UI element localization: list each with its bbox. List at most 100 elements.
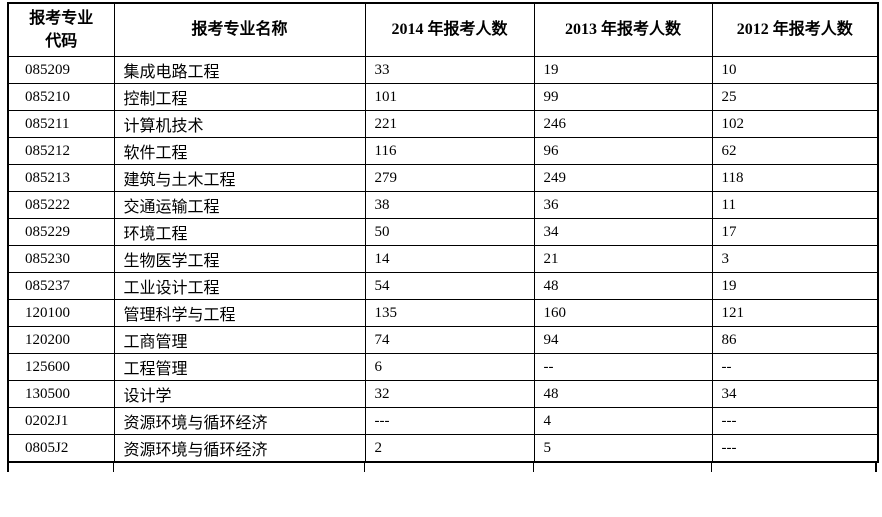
table-row: 085229 环境工程 50 34 17	[7, 218, 879, 246]
applicants-2013-cell: 5	[533, 434, 713, 463]
major-name-cell: 环境工程	[113, 218, 366, 246]
applicants-2012-cell: 17	[711, 218, 879, 246]
applicants-2014-cell: 279	[364, 164, 535, 192]
table-row: 085209 集成电路工程 33 19 10	[7, 56, 879, 84]
major-name-cell: 控制工程	[113, 83, 366, 111]
applicants-2013-cell: 34	[533, 218, 713, 246]
major-code-cell: 085211	[7, 110, 115, 138]
major-code-cell: 0805J2	[7, 434, 115, 463]
table-header: 报考专业 代码 报考专业名称 2014 年报考人数 2013 年报考人数 201…	[7, 2, 879, 57]
applicants-2012-cell: 34	[711, 380, 879, 408]
applicants-2012-cell: 118	[711, 164, 879, 192]
table-row: 0805J2 资源环境与循环经济 2 5 ---	[7, 434, 879, 463]
table-row: 0202J1 资源环境与循环经济 --- 4 ---	[7, 407, 879, 435]
table-border-stub	[875, 463, 877, 472]
table-body: 085209 集成电路工程 33 19 10 085210 控制工程 101 99 25 08521…	[7, 56, 879, 463]
applicants-2013-cell: 246	[533, 110, 713, 138]
major-code-cell: 085229	[7, 218, 115, 246]
table-row: 085230 生物医学工程 14 21 3	[7, 245, 879, 273]
applicants-2012-cell: 10	[711, 56, 879, 84]
applicants-2013-cell: 19	[533, 56, 713, 84]
major-name-cell: 管理科学与工程	[113, 299, 366, 327]
table-row: 085210 控制工程 101 99 25	[7, 83, 879, 111]
major-name-cell: 资源环境与循环经济	[113, 407, 366, 435]
applicants-2013-cell: --	[533, 353, 713, 381]
applicants-2013-cell: 94	[533, 326, 713, 354]
applicants-2014-cell: 33	[364, 56, 535, 84]
major-name-cell: 建筑与土木工程	[113, 164, 366, 192]
applicants-2013-cell: 48	[533, 272, 713, 300]
applicants-2013-cell: 21	[533, 245, 713, 273]
applicants-2014-cell: 54	[364, 272, 535, 300]
applicants-2013-cell: 249	[533, 164, 713, 192]
major-name-cell: 软件工程	[113, 137, 366, 165]
major-code-cell: 085222	[7, 191, 115, 219]
applicants-2013-cell: 48	[533, 380, 713, 408]
table-row: 125600 工程管理 6 -- --	[7, 353, 879, 381]
applicants-2012-cell: 86	[711, 326, 879, 354]
major-code-cell: 085210	[7, 83, 115, 111]
applicants-2014-cell: 101	[364, 83, 535, 111]
table-row: 085211 计算机技术 221 246 102	[7, 110, 879, 138]
applicants-2014-cell: 38	[364, 191, 535, 219]
major-name-cell: 资源环境与循环经济	[113, 434, 366, 463]
applicants-2014-cell: 135	[364, 299, 535, 327]
major-code-cell: 0202J1	[7, 407, 115, 435]
major-name-cell: 工程管理	[113, 353, 366, 381]
major-name-cell: 生物医学工程	[113, 245, 366, 273]
applicants-2013-cell: 160	[533, 299, 713, 327]
applicants-2012-cell: 19	[711, 272, 879, 300]
applicants-2013-cell: 4	[533, 407, 713, 435]
major-code-cell: 125600	[7, 353, 115, 381]
applicants-2012-cell: 121	[711, 299, 879, 327]
table-border-stub	[533, 463, 534, 472]
table-row: 130500 设计学 32 48 34	[7, 380, 879, 408]
applicants-2014-cell: 116	[364, 137, 535, 165]
applicants-2014-cell: ---	[364, 407, 535, 435]
table-row: 085212 软件工程 116 96 62	[7, 137, 879, 165]
column-header-applicants-2013: 2013 年报考人数	[533, 2, 713, 57]
major-code-cell: 085209	[7, 56, 115, 84]
major-code-cell: 085213	[7, 164, 115, 192]
table-row: 120200 工商管理 74 94 86	[7, 326, 879, 354]
major-code-cell: 085237	[7, 272, 115, 300]
major-name-cell: 工业设计工程	[113, 272, 366, 300]
table-border-stub	[364, 463, 365, 472]
table-row: 085213 建筑与土木工程 279 249 118	[7, 164, 879, 192]
major-name-cell: 工商管理	[113, 326, 366, 354]
applicants-2013-cell: 36	[533, 191, 713, 219]
major-code-cell: 085230	[7, 245, 115, 273]
table-row: 085222 交通运输工程 38 36 11	[7, 191, 879, 219]
applicants-2014-cell: 2	[364, 434, 535, 463]
applicants-table-container: 报考专业 代码 报考专业名称 2014 年报考人数 2013 年报考人数 201…	[7, 2, 879, 472]
major-code-cell: 120100	[7, 299, 115, 327]
major-name-cell: 计算机技术	[113, 110, 366, 138]
applicants-by-major-table: 报考专业 代码 报考专业名称 2014 年报考人数 2013 年报考人数 201…	[7, 2, 879, 463]
major-code-cell: 120200	[7, 326, 115, 354]
applicants-2012-cell: 102	[711, 110, 879, 138]
major-name-cell: 交通运输工程	[113, 191, 366, 219]
major-name-cell: 设计学	[113, 380, 366, 408]
column-header-applicants-2014: 2014 年报考人数	[364, 2, 535, 57]
applicants-2014-cell: 6	[364, 353, 535, 381]
applicants-2012-cell: 3	[711, 245, 879, 273]
applicants-2012-cell: ---	[711, 434, 879, 463]
applicants-2012-cell: ---	[711, 407, 879, 435]
table-header-row: 报考专业 代码 报考专业名称 2014 年报考人数 2013 年报考人数 201…	[7, 2, 879, 57]
applicants-2014-cell: 14	[364, 245, 535, 273]
applicants-2012-cell: 11	[711, 191, 879, 219]
column-header-major-name: 报考专业名称	[113, 2, 366, 57]
table-border-stub	[7, 463, 9, 472]
major-code-cell: 130500	[7, 380, 115, 408]
table-border-stub	[711, 463, 712, 472]
applicants-2013-cell: 96	[533, 137, 713, 165]
table-row: 120100 管理科学与工程 135 160 121	[7, 299, 879, 327]
applicants-2012-cell: --	[711, 353, 879, 381]
applicants-2013-cell: 99	[533, 83, 713, 111]
applicants-2012-cell: 62	[711, 137, 879, 165]
applicants-2014-cell: 74	[364, 326, 535, 354]
table-border-stub	[113, 463, 114, 472]
applicants-2014-cell: 221	[364, 110, 535, 138]
column-header-major-code: 报考专业 代码	[7, 2, 115, 57]
